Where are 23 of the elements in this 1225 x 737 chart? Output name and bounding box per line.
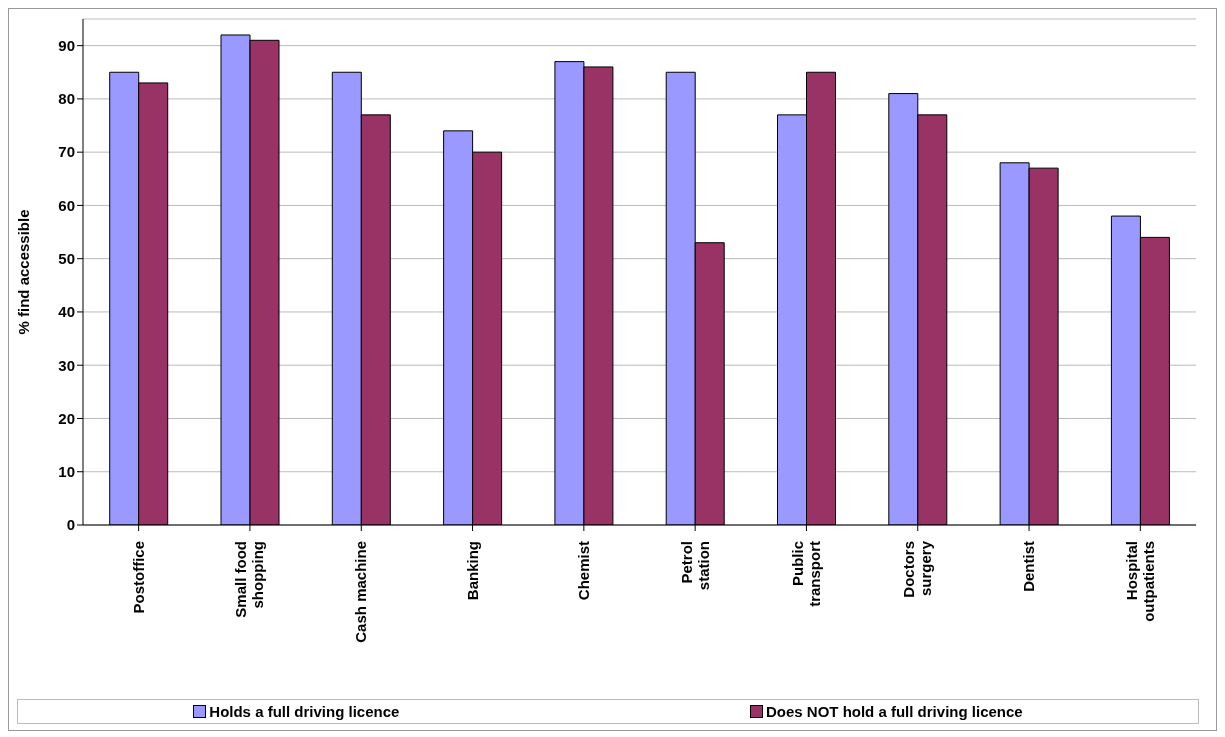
x-tick-label: Banking	[463, 541, 481, 601]
y-axis-title: % find accessible	[15, 209, 33, 335]
x-tick-label: Small food shopping	[232, 541, 267, 618]
x-tick-label: Public transport	[788, 541, 823, 607]
y-tick-label: 60	[58, 196, 75, 214]
y-tick-label: 0	[66, 516, 75, 534]
x-tick-label: Dentist	[1020, 541, 1038, 592]
y-tick-label: 20	[58, 409, 75, 427]
x-tick-label: Cash machine	[352, 541, 370, 643]
y-tick-label: 10	[58, 463, 75, 481]
y-tick-label: 30	[58, 356, 75, 374]
x-tick-label: Petrol station	[677, 541, 712, 591]
legend-label: Holds a full driving licence	[208, 703, 400, 720]
x-tick-label: Hospital outpatients	[1122, 541, 1157, 622]
y-tick-label: 80	[58, 90, 75, 108]
x-tick-label: Postoffice	[129, 541, 147, 614]
x-tick-label: Doctors surgery	[900, 540, 935, 598]
y-tick-label: 50	[58, 250, 75, 268]
y-tick-label: 40	[58, 303, 75, 321]
legend-label: Does NOT hold a full driving licence	[764, 703, 1023, 720]
y-tick-label: 70	[58, 143, 75, 161]
x-tick-label: Chemist	[574, 541, 592, 601]
y-tick-label: 90	[58, 36, 75, 54]
